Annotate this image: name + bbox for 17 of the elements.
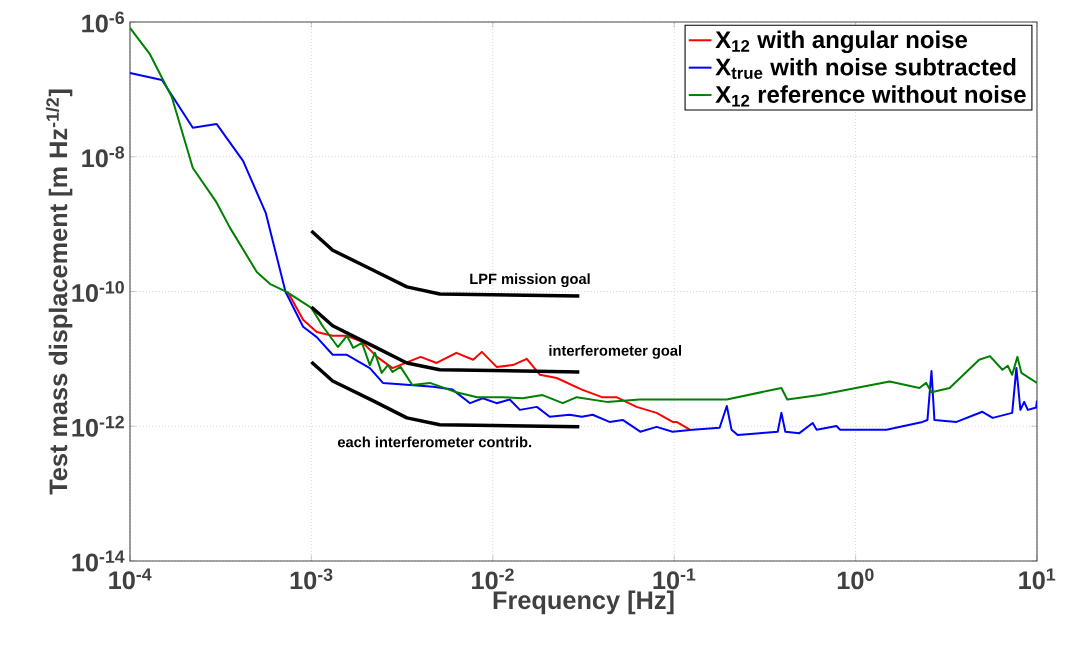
y-tick-label: 10$^{-10}$ [72, 281, 124, 302]
x-tick-label: 10$^{-2}$ [472, 568, 514, 590]
legend-label: X$_{true}$ with noise subtracted [715, 57, 1016, 79]
x-axis-title: Frequency [Hz] [493, 590, 674, 615]
annotation: interferometer goal [549, 345, 682, 359]
legend-label: X$_{12}$ with angular noise [715, 30, 968, 54]
x-tick-label: 10$^{1}$ [1019, 568, 1056, 590]
x-tick-label: 10$^{0}$ [837, 568, 874, 590]
legend-label: X$_{12}$ reference without noise [715, 85, 1026, 107]
y-tick-label: 10$^{-12}$ [72, 415, 124, 437]
x-tick-label: 10$^{-3}$ [290, 568, 333, 590]
y-tick-label: 10$^{-6}$ [82, 11, 124, 33]
annotation: each interferometer contrib. [337, 436, 532, 448]
y-tick-label: 10$^{-8}$ [82, 146, 125, 168]
annotation: LPF mission goal [470, 273, 590, 288]
y-axis-title: Test mass displacement [m Hz$^{-1/2}$] [45, 89, 73, 495]
x-tick-label: 10$^{-1}$ [653, 568, 696, 590]
